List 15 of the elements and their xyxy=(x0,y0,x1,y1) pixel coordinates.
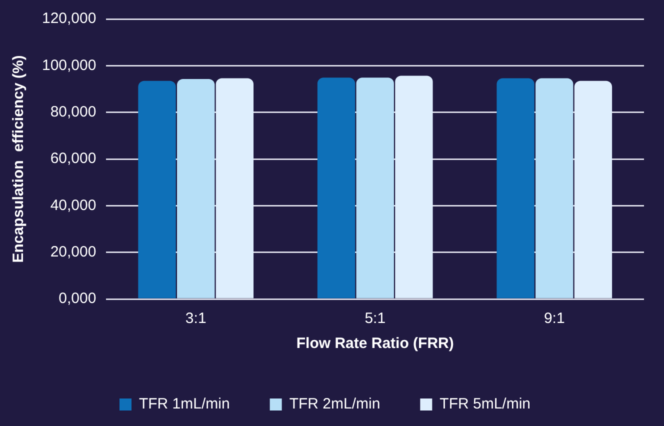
y-axis-title: Encapsulation efficiency (%) xyxy=(10,55,28,263)
legend-label: TFR 5mL/min xyxy=(440,396,531,413)
y-tick-label: 80,000 xyxy=(50,103,96,120)
y-tick-label: 100,000 xyxy=(42,56,96,74)
x-tick-label: 5:1 xyxy=(364,310,386,328)
legend-label: TFR 1mL/min xyxy=(138,396,230,413)
y-tick-label: 20,000 xyxy=(50,243,96,260)
x-tick-label: 9:1 xyxy=(544,310,565,328)
y-tick-label: 0,000 xyxy=(58,290,96,308)
y-tick-label: 120,000 xyxy=(42,10,96,28)
x-tick-label: 3:1 xyxy=(185,310,206,328)
x-axis-title: Flow Rate Ratio (FRR) xyxy=(296,335,454,352)
y-tick-label: 40,000 xyxy=(50,196,96,214)
y-tick-label: 60,000 xyxy=(50,150,96,168)
legend-label: TFR 2mL/min xyxy=(289,396,380,413)
